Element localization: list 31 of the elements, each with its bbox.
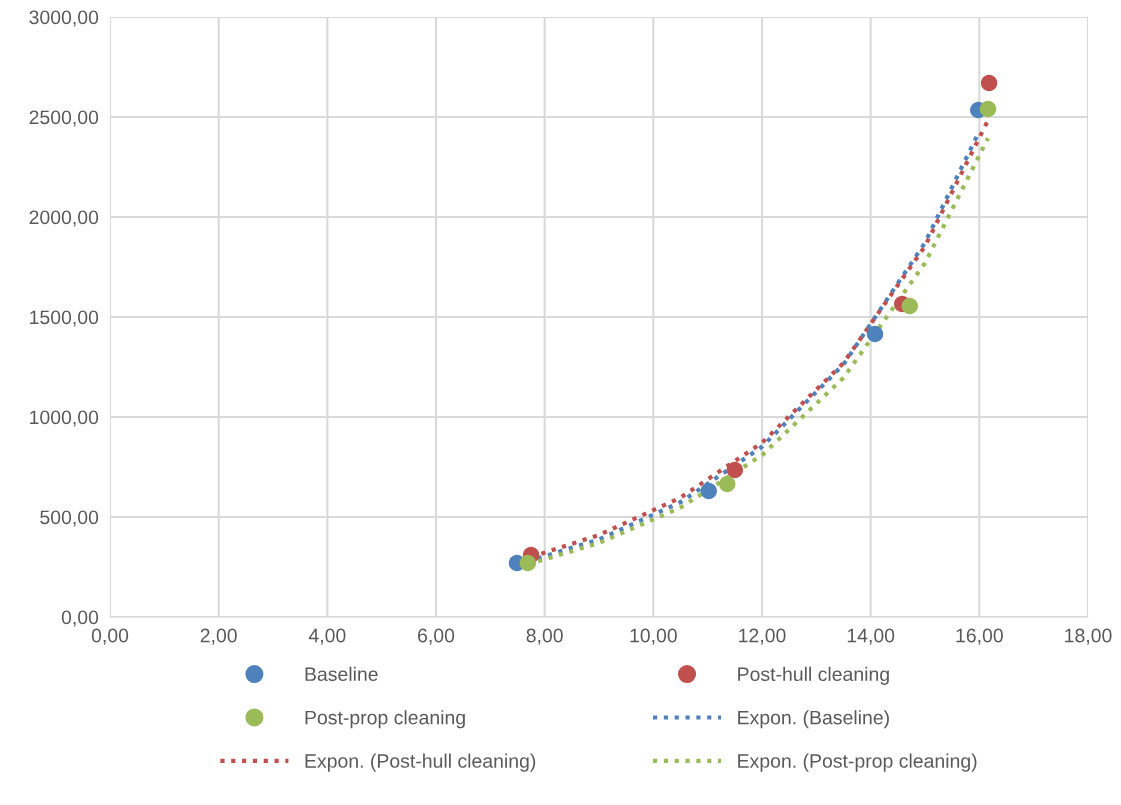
x-tick-label: 6,00 — [418, 628, 455, 645]
y-tick-label: 3000,00 — [29, 10, 99, 27]
legend-label: Expon. (Post-prop cleaning) — [738, 753, 977, 772]
x-tick-label: 4,00 — [308, 628, 346, 645]
point — [726, 461, 744, 479]
point — [700, 482, 717, 500]
x-tick-label: 2,00 — [200, 628, 237, 645]
y-tick-label: 1500,00 — [30, 310, 99, 327]
x-tick-label: 14,00 — [847, 628, 895, 645]
x-tick-label: 8,00 — [526, 628, 563, 645]
point — [719, 475, 736, 493]
x-tick-label: 10,00 — [630, 628, 677, 645]
x-tick-label: 0,00 — [91, 628, 129, 645]
point — [979, 100, 997, 118]
legend-label: Expon. (Post-hull cleaning) — [305, 753, 536, 772]
x-tick-label: 12,00 — [739, 628, 786, 645]
point — [866, 325, 884, 343]
y-tick-label: 1000,00 — [30, 410, 99, 427]
y-tick-label: 2500,00 — [29, 110, 99, 127]
y-tick-label: 0,00 — [61, 610, 99, 627]
point — [980, 74, 998, 92]
y-tick-label: 2000,00 — [29, 210, 99, 227]
legend-label: Post-hull cleaning — [738, 666, 889, 685]
legend-label: Post-prop cleaning — [305, 710, 465, 729]
point — [519, 554, 537, 572]
point — [901, 297, 918, 315]
legend-label: Expon. (Baseline) — [738, 710, 889, 729]
x-tick-label: 18,00 — [1065, 628, 1112, 645]
legend-label: Baseline — [305, 666, 378, 682]
y-tick-label: 500,00 — [40, 510, 99, 527]
x-tick-label: 16,00 — [956, 628, 1003, 645]
